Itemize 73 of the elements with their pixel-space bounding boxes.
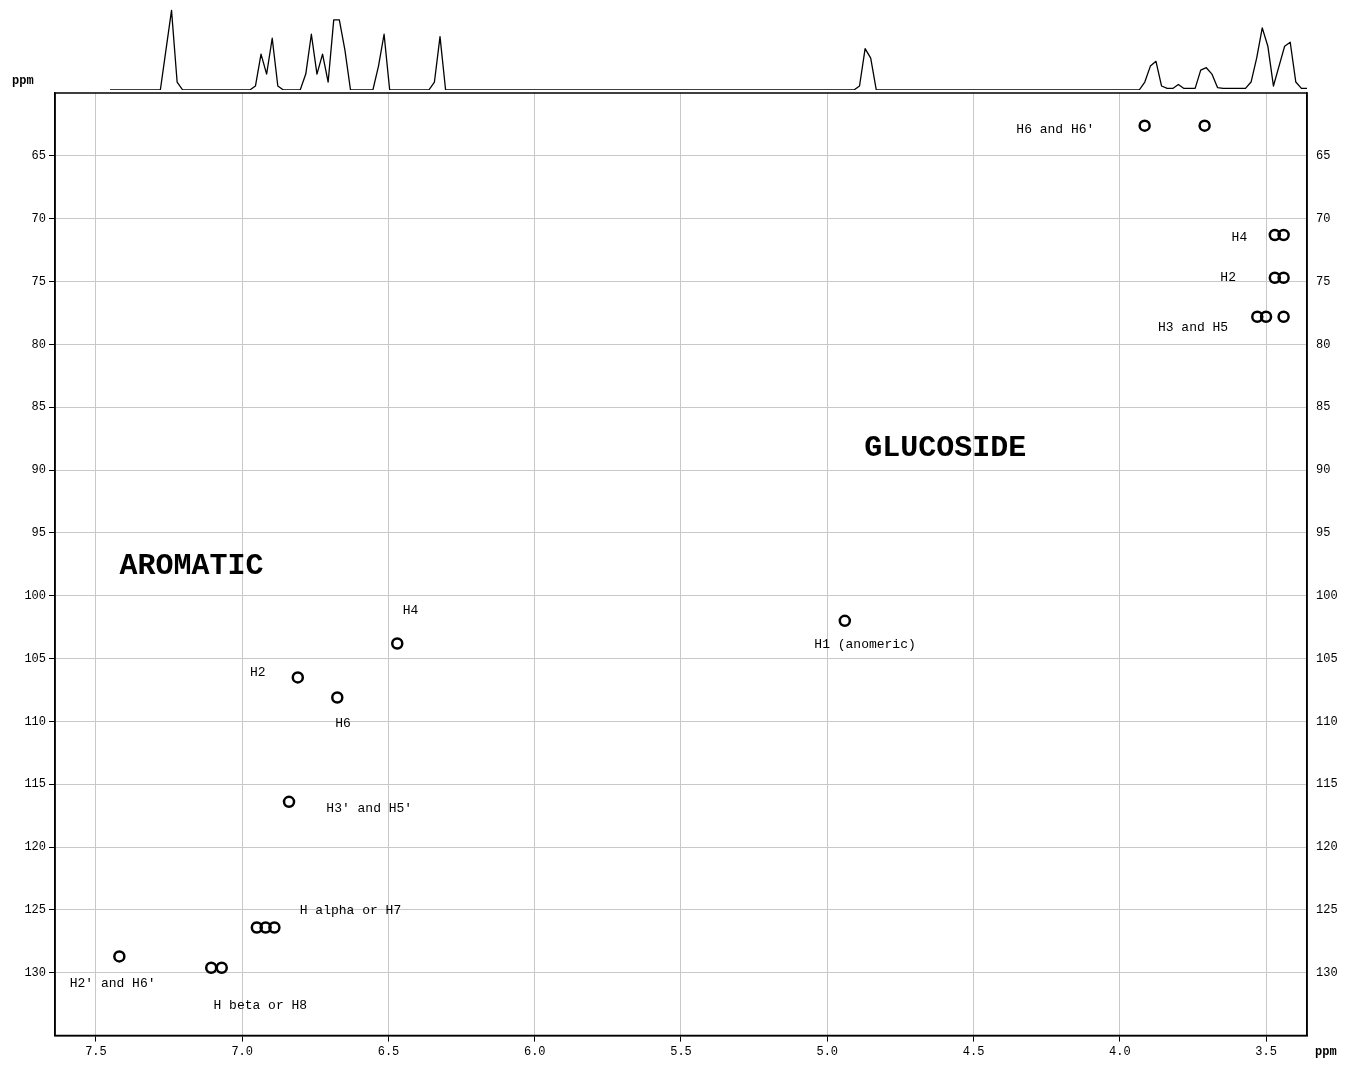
annotation: H6 [335, 716, 351, 732]
point [259, 921, 272, 934]
x-axis-title: ppm [1315, 1044, 1337, 1059]
y-tick-label: 120 [24, 840, 46, 855]
point [1268, 271, 1282, 284]
annotation: H4 [1231, 229, 1248, 245]
x-tick-label: 5.5 [670, 1044, 692, 1059]
y2-tick-label: 95 [1316, 526, 1331, 541]
point [1251, 310, 1264, 323]
y-tick-label: 130 [24, 965, 46, 980]
y-tick-label: 80 [31, 337, 46, 352]
point [391, 637, 404, 650]
point [1198, 119, 1211, 132]
point [1277, 271, 1290, 284]
point [204, 961, 218, 974]
y2-tick-label: 65 [1316, 149, 1331, 164]
annotation: H1 (anomeric) [814, 636, 916, 652]
y-tick-label: 125 [24, 903, 46, 918]
x-tick-label: 3.5 [1255, 1044, 1277, 1059]
annotation: H3' and H5' [326, 800, 413, 816]
y-tick-label: 105 [24, 651, 46, 666]
y2-tick-label: 125 [1316, 903, 1338, 918]
y2-tick-label: 130 [1316, 965, 1338, 980]
annotation: H beta or H8 [213, 997, 308, 1013]
y2-tick-label: 110 [1316, 714, 1338, 729]
annotation: H2 [1220, 270, 1236, 286]
y-axis-title: ppm [12, 74, 34, 89]
x-tick-label: 6.5 [377, 1044, 400, 1059]
point [331, 691, 344, 704]
point [291, 671, 305, 684]
annotation: H alpha or H7 [299, 902, 402, 918]
y-tick-label: 95 [31, 526, 46, 541]
y-tick-label: 110 [24, 714, 46, 729]
point [113, 950, 126, 963]
y-tick-label: 85 [31, 400, 46, 415]
annotation: AROMATIC [119, 548, 264, 583]
x-tick-label: 7.0 [231, 1044, 254, 1059]
y2-tick-label: 85 [1316, 400, 1331, 415]
y2-tick-label: 120 [1316, 840, 1338, 855]
point [215, 961, 228, 974]
x-tick-label: 4.5 [962, 1044, 985, 1059]
annotation: H4 [402, 602, 419, 618]
annotation: H2' and H6' [69, 976, 156, 992]
annotation: H2 [250, 665, 266, 681]
point [1277, 310, 1290, 323]
x-tick-label: 4.0 [1108, 1044, 1131, 1059]
y-tick-label: 75 [31, 274, 46, 289]
point [1259, 310, 1273, 323]
y2-tick-label: 80 [1316, 337, 1331, 352]
point [838, 614, 852, 628]
x-tick-label: 5.0 [816, 1044, 839, 1059]
y-tick-label: 90 [31, 463, 46, 478]
point [1268, 228, 1282, 242]
y2-tick-label: 90 [1316, 463, 1331, 478]
x-tick-label: 7.5 [85, 1044, 107, 1059]
y2-tick-label: 100 [1316, 588, 1338, 603]
y2-tick-label: 75 [1316, 274, 1331, 289]
annotation: H6 and H6' [1016, 122, 1095, 138]
y-tick-label: 70 [31, 211, 46, 226]
point [282, 795, 296, 809]
y-tick-label: 65 [31, 149, 46, 164]
point [268, 921, 281, 934]
y-tick-label: 100 [24, 588, 46, 603]
y2-tick-label: 115 [1316, 777, 1338, 792]
y2-tick-label: 105 [1316, 651, 1338, 666]
y2-tick-label: 70 [1316, 211, 1331, 226]
annotation: H3 and H5 [1157, 320, 1229, 336]
x-tick-label: 6.0 [523, 1044, 546, 1059]
y-tick-label: 115 [24, 777, 46, 792]
point [250, 921, 264, 934]
annotation: GLUCOSIDE [864, 430, 1027, 465]
point [1277, 228, 1290, 242]
point [1138, 119, 1151, 132]
